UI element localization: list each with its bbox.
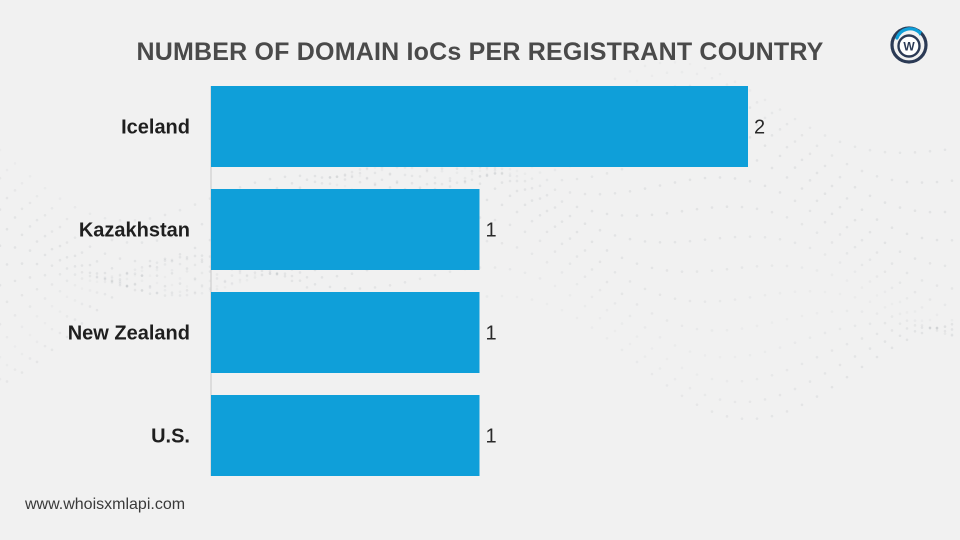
category-label: New Zealand: [68, 323, 190, 345]
bars-layer: Iceland 2 Kazakhstan 1 New Zealand 1 U.S. 1: [68, 86, 765, 476]
chart-title: NUMBER OF DOMAIN IoCs PER REGISTRANT COU…: [136, 38, 824, 66]
value-label: 1: [486, 220, 497, 242]
footer-website: www.whoisxmlapi.com: [25, 496, 186, 513]
value-label: 1: [486, 426, 497, 448]
whoisxmlapi-logo-icon: W: [890, 26, 928, 64]
bar-u-s: [211, 395, 480, 476]
category-label: Kazakhstan: [79, 220, 190, 242]
category-label: Iceland: [121, 117, 190, 139]
bar-iceland: [211, 86, 748, 167]
value-label: 2: [754, 117, 765, 139]
bar-new-zealand: [211, 292, 480, 373]
category-label: U.S.: [151, 426, 190, 448]
value-label: 1: [486, 323, 497, 345]
logo-letter: W: [903, 40, 915, 54]
bar-kazakhstan: [211, 189, 480, 270]
